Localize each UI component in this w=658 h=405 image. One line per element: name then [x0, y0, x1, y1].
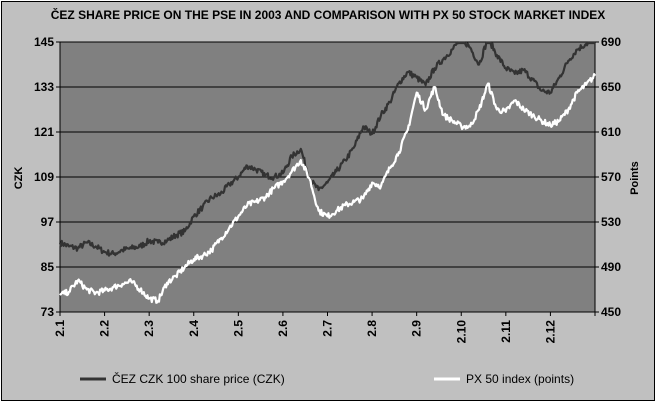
- gridlines: [60, 86, 595, 268]
- chart-title: ČEZ SHARE PRICE ON THE PSE IN 2003 AND C…: [51, 7, 606, 22]
- x-tick-label: 2.2: [98, 320, 112, 337]
- y2-tick-label: 450: [601, 305, 621, 319]
- x-tick-label: 2.9: [410, 320, 424, 337]
- y2-tick-label: 490: [601, 260, 621, 274]
- y-tick-label: 73: [41, 305, 55, 319]
- x-tick-label: 2.12: [543, 320, 557, 344]
- y-tick-label: 121: [34, 125, 54, 139]
- y2-tick-label: 570: [601, 170, 621, 184]
- x-tick-label: 2.8: [365, 320, 379, 337]
- series-layer: [58, 41, 596, 304]
- y-tick-label: 109: [34, 170, 54, 184]
- x-tick-label: 2.5: [231, 320, 245, 337]
- y-tick-label: 97: [41, 215, 55, 229]
- y2-tick-label: 690: [601, 35, 621, 49]
- y2-tick-label: 610: [601, 125, 621, 139]
- series-line-cez: [58, 41, 596, 257]
- legend-label-px50: PX 50 index (points): [466, 372, 574, 386]
- y-axis-label: CZK: [13, 167, 25, 190]
- chart-svg: ČEZ SHARE PRICE ON THE PSE IN 2003 AND C…: [13, 7, 641, 386]
- legend: ČEZ CZK 100 share price (CZK) PX 50 inde…: [80, 371, 574, 386]
- y2-tick-label: 530: [601, 215, 621, 229]
- y-tick-label: 145: [34, 35, 54, 49]
- x-tick-label: 2.6: [276, 320, 290, 337]
- y2-axis-ticks: 450 490 530 570 610 650 690: [595, 35, 621, 319]
- x-tick-label: 2.1: [53, 320, 67, 337]
- x-tick-label: 2.3: [142, 320, 156, 337]
- y-tick-label: 133: [34, 80, 54, 94]
- y-tick-label: 85: [41, 260, 55, 274]
- x-axis-ticks: 2.1 2.2 2.3 2.4 2.5 2.6 2.7 2.8 2.9 2.10 2.11 2.12: [53, 312, 596, 344]
- legend-label-cez: ČEZ CZK 100 share price (CZK): [112, 371, 285, 386]
- y2-axis-label: Points: [629, 161, 641, 195]
- x-tick-label: 2.11: [499, 320, 513, 343]
- y2-tick-label: 650: [601, 80, 621, 94]
- x-tick-label: 2.4: [187, 320, 201, 337]
- y-axis-ticks: 73 85 97 109 121 133 145: [34, 35, 60, 319]
- x-tick-label: 2.10: [454, 320, 468, 344]
- x-tick-label: 2.7: [321, 320, 335, 337]
- series-line-px50: [59, 73, 596, 304]
